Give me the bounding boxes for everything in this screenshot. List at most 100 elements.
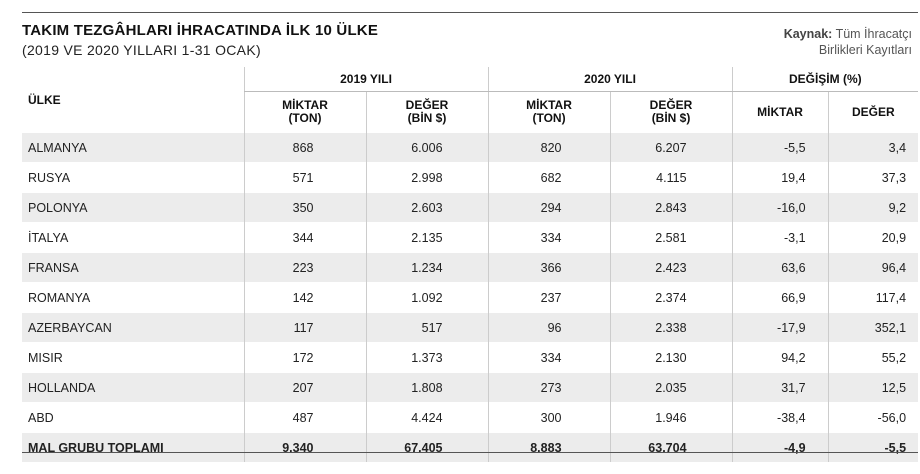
source-note: Kaynak: Tüm İhracatçı Birlikleri Kayıtla… bbox=[712, 26, 912, 58]
country-cell: ROMANYA bbox=[22, 282, 244, 313]
miktar-2020-cell: 300 bbox=[487, 402, 611, 433]
deger-2019-cell: 1.373 bbox=[365, 342, 489, 373]
deger-2020-cell: 2.374 bbox=[609, 282, 733, 313]
change-deger-cell: 96,4 bbox=[827, 252, 919, 283]
col-change-deger: DEĞER bbox=[827, 91, 919, 133]
source-label: Kaynak: bbox=[783, 27, 833, 41]
top-rule bbox=[22, 12, 918, 13]
miktar-2019-cell: 344 bbox=[243, 222, 366, 253]
country-cell: HOLLANDA bbox=[22, 372, 244, 403]
change-miktar-cell: -38,4 bbox=[731, 402, 829, 433]
table-row: AZERBAYCAN 117 517 96 2.338 -17,9 352,1 bbox=[22, 312, 919, 343]
sub-header-row: MİKTAR (TON) DEĞER (BİN $) MİKTAR (TON) DEĞ… bbox=[22, 91, 919, 133]
change-deger-cell: 37,3 bbox=[827, 162, 919, 193]
total-miktar-2020-cell: 8.883 bbox=[487, 432, 611, 462]
country-cell: ABD bbox=[22, 402, 244, 433]
deger-2020-cell: 2.130 bbox=[609, 342, 733, 373]
miktar-2020-cell: 820 bbox=[487, 132, 611, 163]
change-deger-cell: 9,2 bbox=[827, 192, 919, 223]
total-change-miktar-cell: -4,9 bbox=[731, 432, 829, 462]
change-miktar-cell: 19,4 bbox=[731, 162, 829, 193]
col-country-header: ÜLKE bbox=[28, 92, 61, 107]
miktar-2019-cell: 868 bbox=[243, 132, 366, 163]
total-country-cell: MAL GRUBU TOPLAMI bbox=[22, 432, 244, 462]
miktar-2020-cell: 366 bbox=[487, 252, 611, 283]
miktar-2019-cell: 571 bbox=[243, 162, 366, 193]
deger-2019-cell: 517 bbox=[365, 312, 489, 343]
source-line-2: Birlikleri Kayıtları bbox=[818, 43, 912, 57]
table-row: RUSYA 571 2.998 682 4.115 19,4 37,3 bbox=[22, 162, 919, 193]
deger-2020-cell: 4.115 bbox=[609, 162, 733, 193]
table-row: İTALYA 344 2.135 334 2.581 -3,1 20,9 bbox=[22, 222, 919, 253]
change-miktar-cell: -3,1 bbox=[731, 222, 829, 253]
country-cell: FRANSA bbox=[22, 252, 244, 283]
country-cell: MISIR bbox=[22, 342, 244, 373]
miktar-2019-cell: 223 bbox=[243, 252, 366, 283]
miktar-2019-cell: 142 bbox=[243, 282, 366, 313]
deger-2019-cell: 1.234 bbox=[365, 252, 489, 283]
miktar-2020-cell: 96 bbox=[487, 312, 611, 343]
change-miktar-cell: 63,6 bbox=[731, 252, 829, 283]
country-cell: İTALYA bbox=[22, 222, 244, 253]
deger-2019-cell: 6.006 bbox=[365, 132, 489, 163]
col-2019-deger: DEĞER (BİN $) bbox=[365, 91, 489, 133]
table-row: MISIR 172 1.373 334 2.130 94,2 55,2 bbox=[22, 342, 919, 373]
table-row: POLONYA 350 2.603 294 2.843 -16,0 9,2 bbox=[22, 192, 919, 223]
change-miktar-cell: 31,7 bbox=[731, 372, 829, 403]
total-deger-2019-cell: 67.405 bbox=[365, 432, 489, 462]
col-change-miktar: MİKTAR bbox=[731, 91, 829, 133]
deger-2020-cell: 2.423 bbox=[609, 252, 733, 283]
miktar-2019-cell: 207 bbox=[243, 372, 366, 403]
table-subtitle: (2019 VE 2020 YILLARI 1-31 OCAK) bbox=[22, 42, 261, 58]
col-2020-miktar: MİKTAR (TON) bbox=[487, 91, 611, 133]
total-miktar-2019-cell: 9.340 bbox=[243, 432, 366, 462]
deger-2019-cell: 4.424 bbox=[365, 402, 489, 433]
deger-2019-cell: 1.808 bbox=[365, 372, 489, 403]
miktar-2020-cell: 334 bbox=[487, 342, 611, 373]
country-cell: RUSYA bbox=[22, 162, 244, 193]
export-table: ÜLKE 2019 YILI 2020 YILI DEĞİŞİM (%) MİK… bbox=[22, 67, 919, 462]
miktar-2019-cell: 350 bbox=[243, 192, 366, 223]
change-deger-cell: 12,5 bbox=[827, 372, 919, 403]
source-line-1: Tüm İhracatçı bbox=[835, 27, 912, 41]
deger-2019-cell: 2.603 bbox=[365, 192, 489, 223]
change-miktar-cell: -5,5 bbox=[731, 132, 829, 163]
country-cell: ALMANYA bbox=[22, 132, 244, 163]
deger-2020-cell: 2.035 bbox=[609, 372, 733, 403]
change-miktar-cell: -17,9 bbox=[731, 312, 829, 343]
col-2019-miktar: MİKTAR (TON) bbox=[243, 91, 366, 133]
miktar-2020-cell: 273 bbox=[487, 372, 611, 403]
total-row: MAL GRUBU TOPLAMI 9.340 67.405 8.883 63.704-… bbox=[22, 432, 919, 462]
miktar-2020-cell: 237 bbox=[487, 282, 611, 313]
change-miktar-cell: -16,0 bbox=[731, 192, 829, 223]
col-2020-deger: DEĞER (BİN $) bbox=[609, 91, 733, 133]
miktar-2019-cell: 487 bbox=[243, 402, 366, 433]
deger-2020-cell: 2.581 bbox=[609, 222, 733, 253]
table-row: HOLLANDA 207 1.808 273 2.035 31,7 12,5 bbox=[22, 372, 919, 403]
country-cell: POLONYA bbox=[22, 192, 244, 223]
miktar-2019-cell: 172 bbox=[243, 342, 366, 373]
total-deger-2020-cell: 63.704 bbox=[609, 432, 733, 462]
change-deger-cell: 3,4 bbox=[827, 132, 919, 163]
group-header-row: ÜLKE 2019 YILI 2020 YILI DEĞİŞİM (%) bbox=[22, 67, 919, 107]
change-deger-cell: 352,1 bbox=[827, 312, 919, 343]
deger-2020-cell: 2.338 bbox=[609, 312, 733, 343]
deger-2020-cell: 6.207 bbox=[609, 132, 733, 163]
deger-2020-cell: 1.946 bbox=[609, 402, 733, 433]
deger-2019-cell: 2.135 bbox=[365, 222, 489, 253]
bottom-rule bbox=[22, 452, 918, 453]
deger-2020-cell: 2.843 bbox=[609, 192, 733, 223]
miktar-2019-cell: 117 bbox=[243, 312, 366, 343]
table-title: TAKIM TEZGÂHLARI İHRACATINDA İLK 10 ÜLKE bbox=[22, 22, 379, 39]
deger-2019-cell: 2.998 bbox=[365, 162, 489, 193]
table-row: FRANSA 223 1.234 366 2.423 63,6 96,4 bbox=[22, 252, 919, 283]
group-change-header: DEĞİŞİM (%) bbox=[731, 67, 919, 92]
miktar-2020-cell: 682 bbox=[487, 162, 611, 193]
group-2020-header: 2020 YILI bbox=[487, 67, 733, 92]
change-miktar-cell: 94,2 bbox=[731, 342, 829, 373]
table-row: ROMANYA 142 1.092 237 2.374 66,9 117,4 bbox=[22, 282, 919, 313]
change-deger-cell: 55,2 bbox=[827, 342, 919, 373]
country-cell: AZERBAYCAN bbox=[22, 312, 244, 343]
miktar-2020-cell: 334 bbox=[487, 222, 611, 253]
